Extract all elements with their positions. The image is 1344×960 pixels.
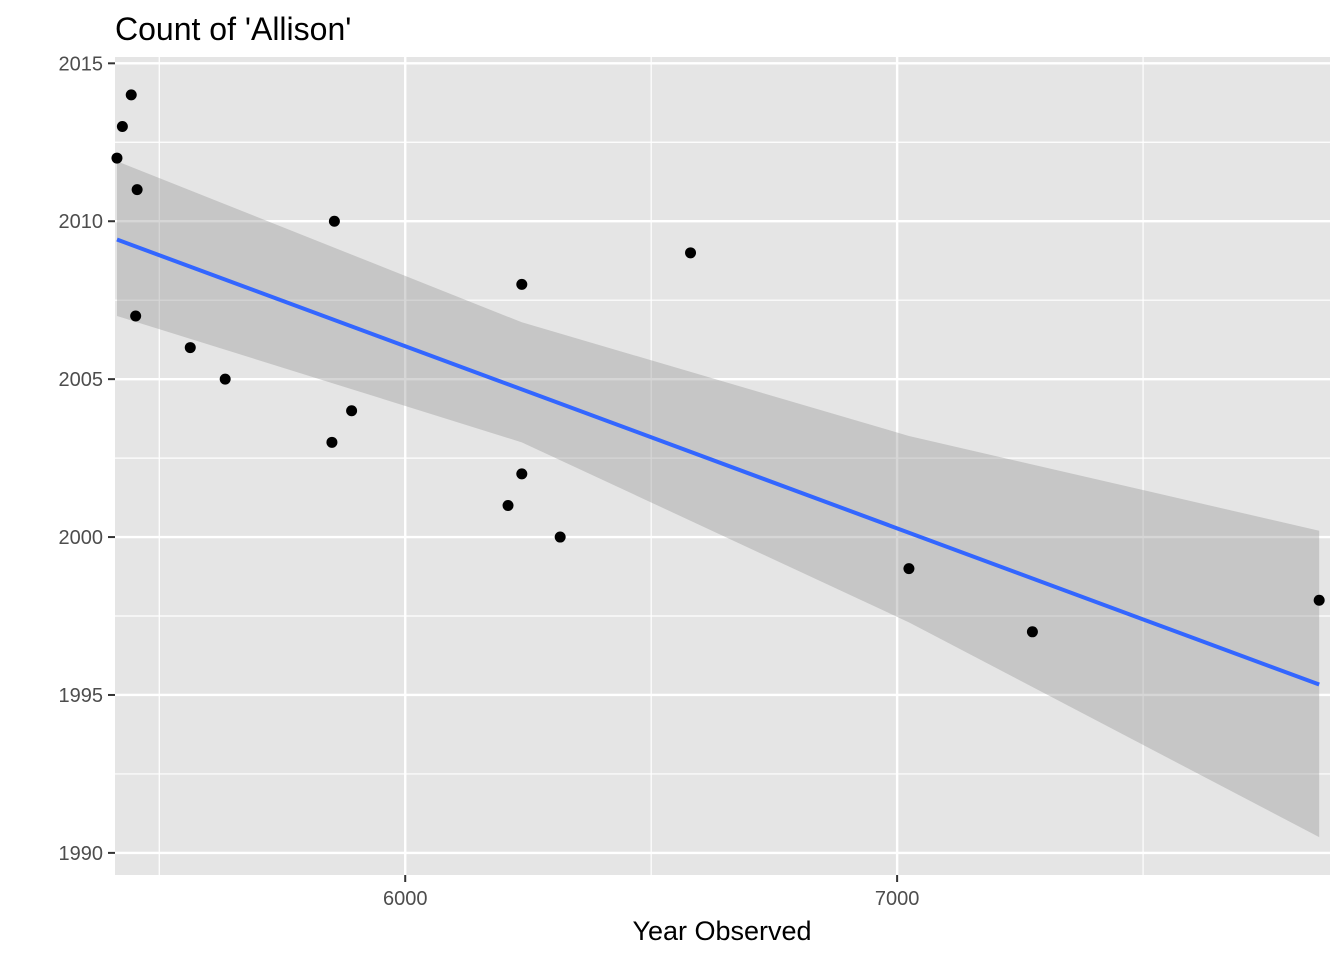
- data-point: [328, 215, 340, 227]
- x-tick-label: 6000: [383, 888, 428, 910]
- y-tick-label: 2005: [59, 369, 104, 391]
- y-tick-label: 2010: [59, 211, 104, 233]
- data-point: [502, 499, 514, 511]
- y-tick-label: 2000: [59, 527, 104, 549]
- data-point: [516, 278, 528, 290]
- data-point: [130, 310, 142, 322]
- trend-line-group: [116, 237, 1320, 687]
- data-point: [326, 436, 338, 448]
- y-tick-label: 2015: [59, 53, 104, 75]
- confidence-band-group: [116, 161, 1320, 838]
- minor-gridlines: [115, 57, 1330, 875]
- data-points: [111, 89, 1325, 638]
- data-point: [125, 89, 137, 101]
- data-point: [903, 563, 915, 575]
- data-point: [346, 405, 358, 417]
- y-tick-label: 1990: [59, 843, 104, 865]
- data-point: [516, 468, 528, 480]
- data-point: [1026, 626, 1038, 638]
- data-point: [184, 342, 196, 354]
- x-axis: 6000 7000: [383, 875, 919, 910]
- confidence-band: [116, 161, 1320, 838]
- plot-panel: [115, 57, 1330, 875]
- data-point: [116, 120, 128, 132]
- data-point: [111, 152, 123, 164]
- data-point: [554, 531, 566, 543]
- y-axis: 1990 1995 2000 2005 2010 2015: [59, 53, 115, 865]
- data-point: [131, 184, 143, 196]
- x-axis-title: Year Observed: [632, 916, 811, 946]
- data-point: [1313, 594, 1325, 606]
- x-tick-label: 7000: [875, 888, 920, 910]
- major-gridlines: [115, 57, 1330, 875]
- trend-line: [116, 237, 1320, 687]
- y-tick-label: 1995: [59, 685, 104, 707]
- data-point: [219, 373, 231, 385]
- data-point: [685, 247, 697, 259]
- chart-title: Count of 'Allison': [115, 11, 351, 47]
